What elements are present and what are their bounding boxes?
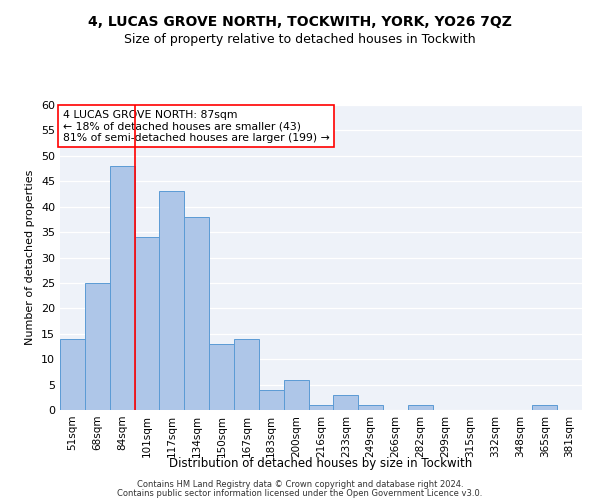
Bar	[184, 217, 209, 410]
Bar	[334, 395, 358, 410]
Bar	[85, 283, 110, 410]
Text: 4 LUCAS GROVE NORTH: 87sqm
← 18% of detached houses are smaller (43)
81% of semi: 4 LUCAS GROVE NORTH: 87sqm ← 18% of deta…	[62, 110, 329, 143]
Bar	[160, 192, 184, 410]
Text: 4, LUCAS GROVE NORTH, TOCKWITH, YORK, YO26 7QZ: 4, LUCAS GROVE NORTH, TOCKWITH, YORK, YO…	[88, 15, 512, 29]
Text: Contains HM Land Registry data © Crown copyright and database right 2024.: Contains HM Land Registry data © Crown c…	[137, 480, 463, 489]
Bar	[284, 380, 308, 410]
Bar	[60, 339, 85, 410]
Bar	[234, 339, 259, 410]
Bar	[259, 390, 284, 410]
Bar	[532, 405, 557, 410]
Bar	[408, 405, 433, 410]
Bar	[110, 166, 134, 410]
Bar	[209, 344, 234, 410]
Text: Distribution of detached houses by size in Tockwith: Distribution of detached houses by size …	[169, 458, 473, 470]
Bar	[308, 405, 334, 410]
Bar	[358, 405, 383, 410]
Y-axis label: Number of detached properties: Number of detached properties	[25, 170, 35, 345]
Text: Size of property relative to detached houses in Tockwith: Size of property relative to detached ho…	[124, 32, 476, 46]
Text: Contains public sector information licensed under the Open Government Licence v3: Contains public sector information licen…	[118, 489, 482, 498]
Bar	[134, 237, 160, 410]
